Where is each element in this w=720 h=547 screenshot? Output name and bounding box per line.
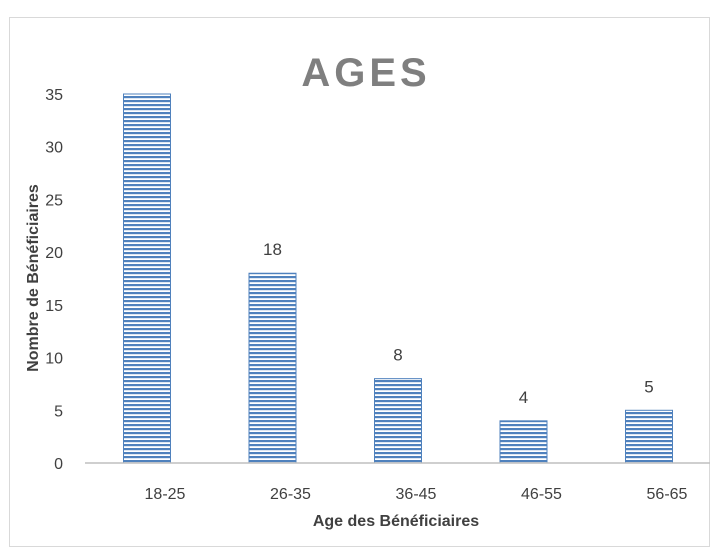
y-tick-label: 30 <box>45 140 63 157</box>
x-tick-label: 46-55 <box>521 486 562 503</box>
chart-title: AGES <box>301 51 430 95</box>
x-axis-title: Age des Bénéficiaires <box>313 513 479 530</box>
y-tick-label: 10 <box>45 351 63 368</box>
data-label: 8 <box>393 346 402 365</box>
bar <box>625 409 673 464</box>
bars <box>123 93 673 464</box>
x-tick-label: 36-45 <box>396 486 437 503</box>
x-axis-ticks: 18-25 26-35 36-45 46-55 56-65 <box>145 486 688 503</box>
x-tick-label: 56-65 <box>647 486 688 503</box>
bar <box>374 378 422 464</box>
y-tick-label: 0 <box>54 456 63 473</box>
bar <box>248 272 297 464</box>
y-axis-title: Nombre de Bénéficiaires <box>25 184 42 372</box>
y-tick-label: 35 <box>45 87 63 104</box>
data-label: 4 <box>519 388 528 407</box>
data-label: 18 <box>263 240 282 259</box>
bar <box>123 93 171 464</box>
data-label: 5 <box>644 377 653 396</box>
x-tick-label: 18-25 <box>145 486 186 503</box>
data-labels: 18 8 4 5 <box>263 240 654 407</box>
y-tick-label: 25 <box>45 192 63 209</box>
bar-chart: AGES 0 5 10 15 20 25 30 35 18 8 4 5 18-25 26-35 36-4… <box>25 51 710 530</box>
y-tick-label: 5 <box>54 403 63 420</box>
x-tick-label: 26-35 <box>270 486 311 503</box>
y-axis-ticks: 0 5 10 15 20 25 30 35 <box>45 87 63 473</box>
y-tick-label: 20 <box>45 245 63 262</box>
bar <box>499 420 548 464</box>
y-tick-label: 15 <box>45 298 63 315</box>
